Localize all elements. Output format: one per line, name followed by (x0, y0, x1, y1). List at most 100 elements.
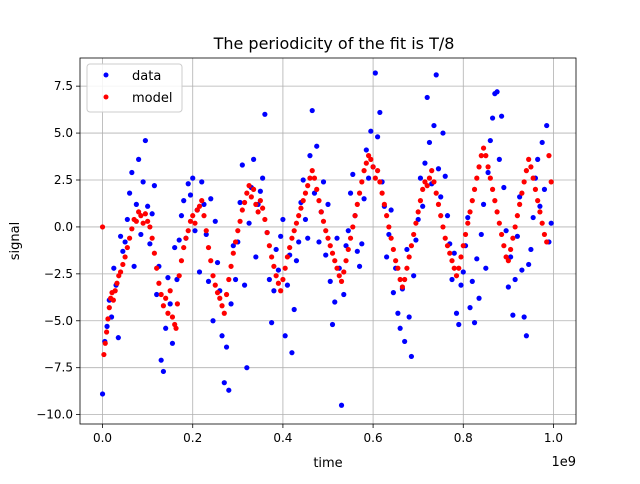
model-point (205, 244, 212, 251)
model-point (110, 297, 116, 303)
model-point (404, 265, 410, 271)
data-point (510, 312, 516, 318)
chart-title: The periodicity of the fit is T/8 (213, 34, 455, 53)
data-point (142, 137, 148, 144)
model-point (305, 183, 311, 189)
data-point (253, 254, 259, 260)
data-point (104, 323, 110, 329)
data-point (388, 207, 394, 213)
model-point (496, 220, 502, 226)
data-point (411, 273, 417, 279)
data-point (228, 301, 234, 307)
data-point (503, 228, 509, 234)
data-point (271, 288, 277, 294)
model-point (390, 246, 396, 253)
model-point (539, 220, 545, 226)
data-point (325, 201, 331, 207)
data-point (453, 310, 460, 316)
data-point (129, 169, 135, 176)
data-point (257, 188, 263, 194)
data-point (489, 115, 496, 121)
model-point (510, 235, 516, 241)
data-point (408, 353, 415, 360)
model-point (393, 258, 399, 264)
model-point (508, 246, 514, 253)
model-point (106, 305, 112, 311)
model-point (350, 224, 356, 230)
data-point (487, 137, 493, 144)
model-point (478, 153, 484, 159)
model-point (199, 198, 205, 204)
data-point (440, 130, 446, 136)
model-point (104, 329, 110, 335)
data-point (435, 166, 442, 172)
model-point (485, 164, 491, 170)
model-point (517, 201, 523, 207)
data-point (160, 368, 167, 375)
data-point (246, 220, 252, 226)
model-point (173, 325, 179, 331)
legend-box (86, 63, 183, 113)
model-point (505, 258, 511, 264)
model-point (512, 224, 518, 230)
data-point (266, 276, 272, 283)
model-point (124, 244, 130, 251)
model-point (338, 278, 345, 284)
model-point (235, 228, 241, 234)
model-point (402, 276, 408, 283)
data-point (386, 231, 392, 238)
model-point (264, 229, 270, 236)
model-point (426, 175, 433, 181)
data-point (221, 380, 227, 386)
data-point (329, 321, 336, 328)
data-point (478, 231, 484, 238)
model-point (237, 218, 243, 224)
data-point (365, 175, 372, 181)
model-point (219, 303, 225, 309)
model-point (325, 235, 331, 241)
data-point (219, 333, 225, 339)
data-point (350, 171, 356, 177)
data-point (375, 134, 381, 140)
model-point (447, 250, 453, 256)
data-point (465, 214, 471, 221)
model-point (273, 273, 279, 279)
model-point (183, 235, 189, 241)
data-point (131, 263, 137, 269)
y-tick-label: −5.0 (44, 314, 73, 328)
model-point (471, 186, 478, 192)
data-point (332, 299, 338, 305)
model-point (431, 179, 437, 185)
model-point (178, 258, 185, 264)
data-point (341, 291, 347, 298)
model-point (456, 265, 462, 271)
model-point (499, 231, 505, 238)
data-point (438, 194, 444, 200)
data-point (390, 290, 396, 296)
data-point (406, 314, 412, 320)
x-axis-label: time (313, 456, 342, 471)
data-point (483, 265, 489, 271)
data-point (192, 228, 198, 234)
model-point (521, 179, 527, 185)
data-point (311, 190, 318, 196)
model-point (293, 220, 300, 226)
model-point (298, 205, 304, 211)
model-point (381, 201, 387, 207)
x-axis-offset-label: 1e9 (551, 455, 576, 470)
data-point (127, 190, 133, 196)
y-tick-label: 7.5 (54, 79, 73, 93)
model-point (347, 235, 354, 241)
model-point (424, 183, 430, 189)
model-point (112, 288, 118, 294)
data-point (284, 282, 291, 288)
model-point (120, 261, 126, 268)
grid-lines (80, 58, 576, 424)
model-point (105, 316, 111, 322)
model-point (262, 216, 268, 223)
model-point (147, 224, 153, 230)
data-point (275, 267, 281, 273)
model-point (453, 273, 460, 279)
data-point (147, 241, 153, 247)
model-point (167, 288, 173, 294)
